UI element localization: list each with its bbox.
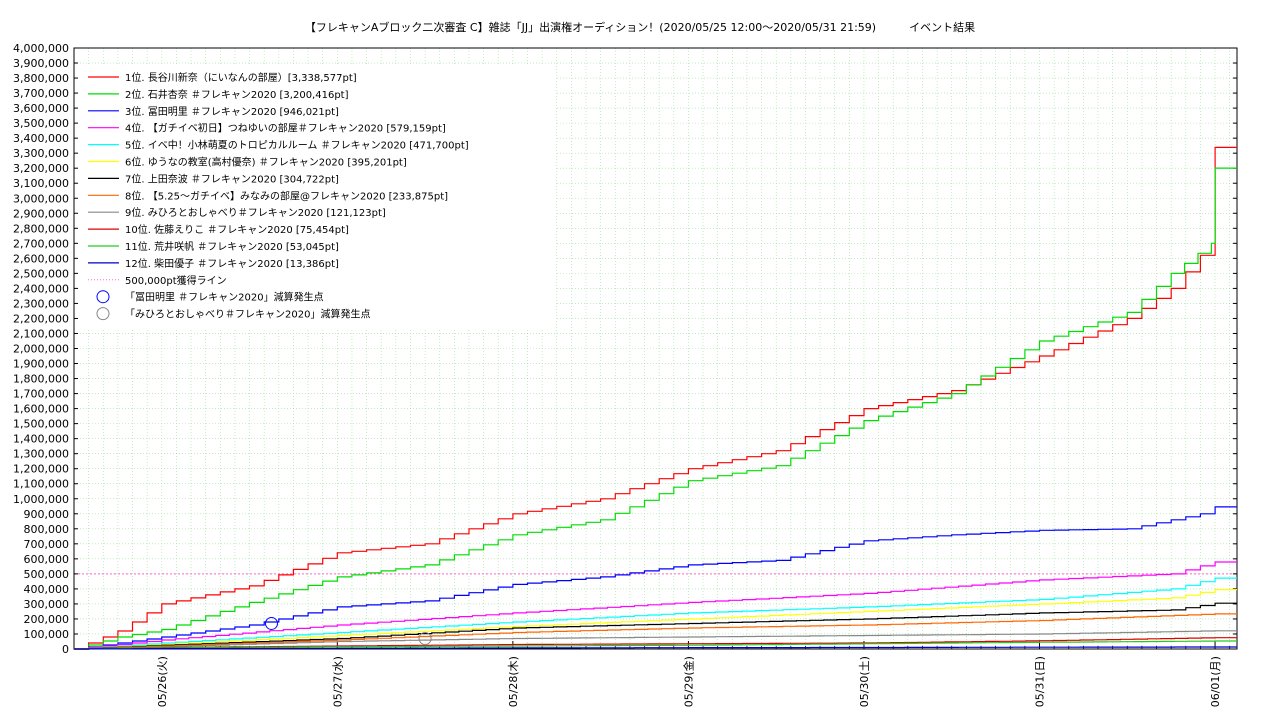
y-tick-label: 3,900,000 — [13, 57, 69, 70]
series-line-12 — [74, 646, 1237, 650]
x-tick-label: 05/30(土) — [858, 656, 871, 707]
y-tick-label: 2,000,000 — [13, 343, 69, 356]
y-tick-label: 2,900,000 — [13, 207, 69, 220]
y-tick-label: 800,000 — [24, 523, 70, 536]
y-tick-label: 3,300,000 — [13, 147, 69, 160]
marker-point-1 — [264, 616, 278, 630]
legend-marker-1 — [96, 290, 110, 304]
legend-label-12: 12位. 柴田優子 ＃フレキャン2020 [13,386pt] — [125, 257, 339, 270]
y-tick-label: 2,700,000 — [13, 237, 69, 250]
y-tick-label: 3,000,000 — [13, 192, 69, 205]
x-tick-label: 05/29(金) — [681, 656, 695, 707]
legend-label-9: 9位. みひろとおしゃべり＃フレキャン2020 [121,123pt] — [125, 206, 386, 219]
legend-label-1: 1位. 長谷川新奈（にいなんの部屋）[3,338,577pt] — [125, 71, 357, 84]
x-tick-label: 05/28(木) — [507, 656, 520, 707]
grid — [73, 47, 1237, 650]
y-tick-label: 3,600,000 — [13, 102, 69, 115]
y-tick-label: 1,600,000 — [13, 403, 69, 416]
y-tick-label: 400,000 — [24, 583, 70, 596]
marker-points — [264, 616, 432, 645]
y-tick-label: 3,200,000 — [13, 162, 69, 175]
legend-label-4: 4位. 【ガチイベ初日】つねゆいの部屋＃フレキャン2020 [579,159pt… — [125, 122, 446, 135]
y-tick-label: 300,000 — [24, 598, 70, 611]
y-tick-label: 1,900,000 — [13, 358, 69, 371]
legend-label-reference: 500,000pt獲得ライン — [125, 274, 227, 287]
y-tick-label: 100,000 — [24, 628, 70, 641]
y-tick-label: 600,000 — [24, 553, 70, 566]
legend-marker-label-1: 「冨田明里 ＃フレキャン2020」減算発生点 — [125, 291, 324, 304]
y-tick-label: 2,400,000 — [13, 282, 69, 295]
series-line-11 — [74, 640, 1237, 650]
y-tick-label: 1,100,000 — [13, 478, 69, 491]
axes: 0 100,000 200,000 300,000 400,000 500,000 600,… — [13, 42, 1238, 707]
y-tick-label: 2,800,000 — [13, 222, 69, 235]
series-line-7 — [74, 602, 1237, 650]
x-tick-label: 05/27(水) — [331, 656, 344, 707]
y-tick-label: 0 — [62, 643, 69, 656]
series-line-8 — [74, 613, 1237, 650]
legend-background — [78, 66, 556, 328]
series-line-1 — [74, 146, 1237, 650]
y-tick-label: 1,700,000 — [13, 388, 69, 401]
series-line-6 — [74, 589, 1237, 650]
x-tick-label: 06/01(月) — [1209, 656, 1222, 707]
legend: 1位. 長谷川新奈（にいなんの部屋）[3,338,577pt] 2位. 石井杏奈 … — [78, 66, 556, 328]
y-tick-label: 700,000 — [24, 538, 70, 551]
y-tick-label: 3,100,000 — [13, 177, 69, 190]
series-line-3 — [74, 506, 1237, 650]
series-line-5 — [74, 577, 1237, 650]
y-tick-label: 1,400,000 — [13, 433, 69, 446]
y-tick-label: 2,300,000 — [13, 297, 69, 310]
plot-frame — [73, 47, 1238, 650]
y-tick-label: 2,200,000 — [13, 312, 69, 325]
y-tick-label: 1,200,000 — [13, 463, 69, 476]
legend-label-5: 5位. イベ中！小林萌夏のトロピカルルーム ＃フレキャン2020 [471,70… — [125, 139, 469, 152]
series-line-2 — [74, 167, 1237, 650]
y-tick-label: 1,000,000 — [13, 493, 69, 506]
y-tick-label: 2,600,000 — [13, 252, 69, 265]
series-lines — [74, 146, 1237, 650]
legend-marker-label-2: 「みひろとおしゃべり＃フレキャン2020」減算発生点 — [125, 308, 370, 321]
y-tick-label: 1,800,000 — [13, 373, 69, 386]
series-line-4 — [74, 561, 1237, 650]
y-tick-label: 900,000 — [24, 508, 70, 521]
y-tick-label: 500,000 — [24, 568, 70, 581]
legend-label-3: 3位. 冨田明里 ＃フレキャン2020 [946,021pt] — [125, 105, 339, 118]
y-tick-label: 1,300,000 — [13, 448, 69, 461]
x-tick-label: 05/31(日) — [1034, 656, 1047, 707]
chart-title: 【フレキャンAブロック二次審査 C】雑誌「JJ」出演権オーディション！(2020… — [304, 21, 976, 34]
y-tick-label: 2,500,000 — [13, 267, 69, 280]
x-tick-label: 05/26(火) — [156, 656, 169, 707]
marker-point-2 — [418, 631, 432, 645]
y-tick-label: 2,100,000 — [13, 327, 69, 340]
legend-label-6: 6位. ゆうなの教室(高村優奈) ＃フレキャン2020 [395,201pt] — [125, 156, 407, 169]
series-line-9 — [74, 630, 1237, 650]
y-tick-label: 3,400,000 — [13, 132, 69, 145]
y-tick-label: 200,000 — [24, 613, 70, 626]
y-tick-label: 1,500,000 — [13, 418, 69, 431]
legend-label-11: 11位. 荒井咲帆 ＃フレキャン2020 [53,045pt] — [125, 240, 339, 253]
legend-marker-2 — [96, 307, 110, 321]
legend-label-10: 10位. 佐藤えりこ ＃フレキャン2020 [75,454pt] — [125, 223, 349, 236]
y-tick-label: 3,700,000 — [13, 87, 69, 100]
y-tick-label: 3,800,000 — [13, 72, 69, 85]
legend-label-7: 7位. 上田奈波 ＃フレキャン2020 [304,722pt] — [125, 172, 339, 185]
y-tick-label: 3,500,000 — [13, 117, 69, 130]
legend-label-2: 2位. 石井杏奈 ＃フレキャン2020 [3,200,416pt] — [125, 88, 349, 101]
legend-label-8: 8位. 【5.25〜ガチイベ】みなみの部屋@フレキャン2020 [233,875… — [125, 189, 448, 202]
y-tick-label: 4,000,000 — [13, 42, 69, 55]
